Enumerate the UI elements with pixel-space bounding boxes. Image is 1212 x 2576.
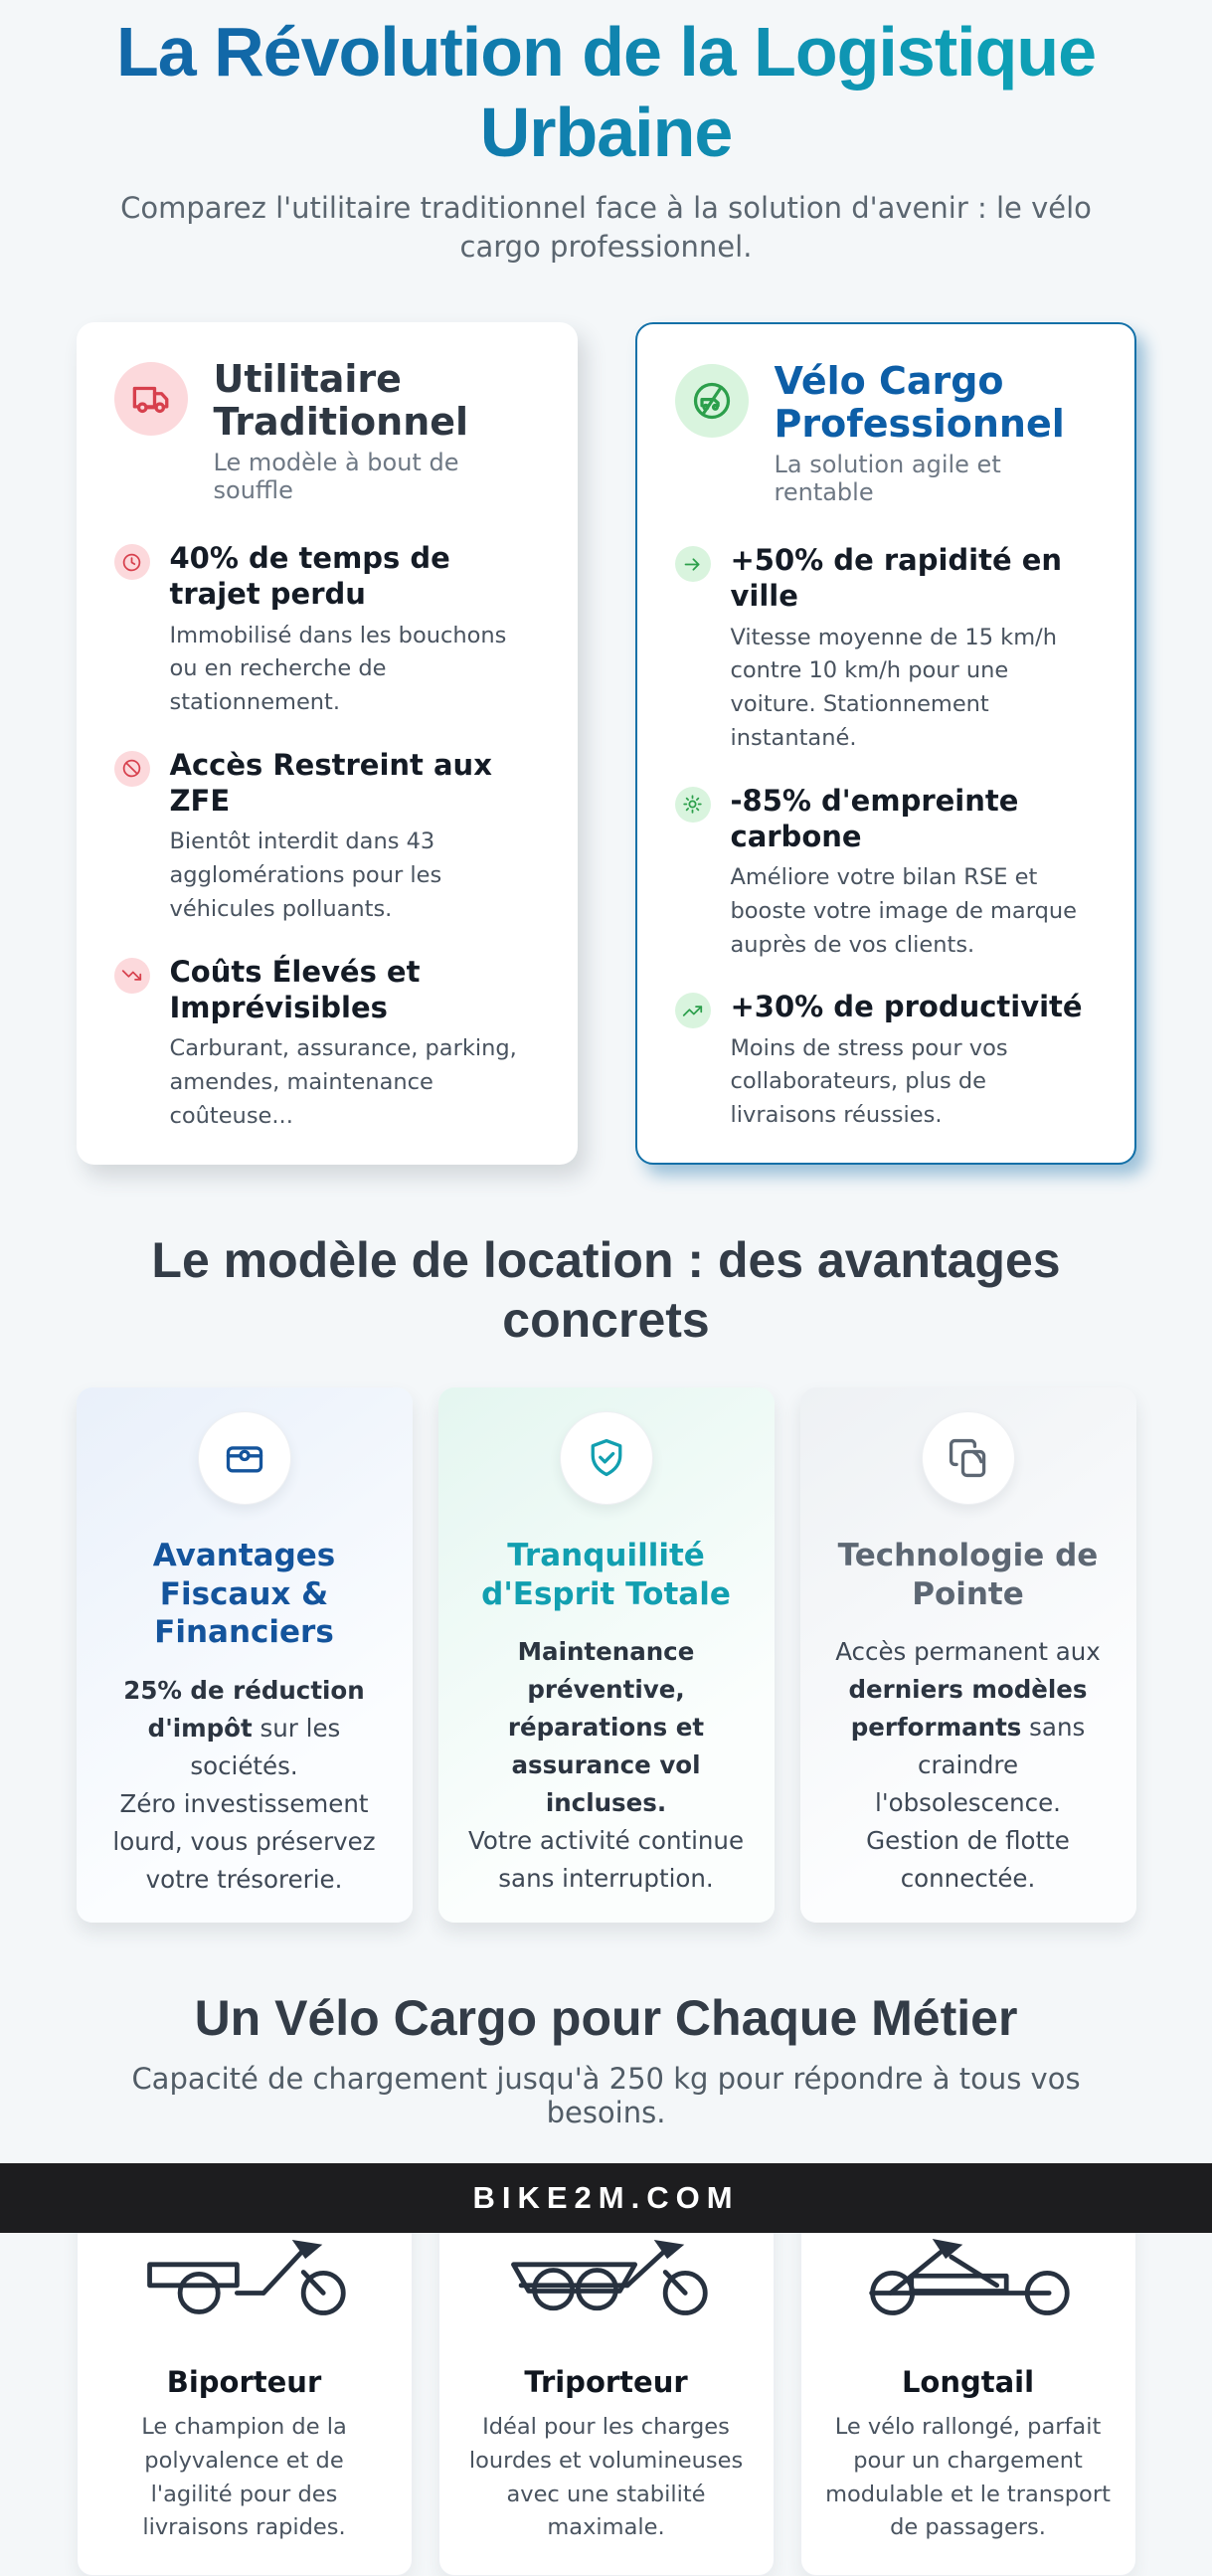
van-icon xyxy=(113,362,188,437)
triporteur-title: Triporteur xyxy=(524,2365,688,2399)
benefit-fiscal-text: 25% de réduction d'impôt sur les société… xyxy=(123,1676,365,1781)
bike-point-3-title: +30% de productivité xyxy=(730,990,1083,1024)
van-point-2: Accès Restreint aux ZFE Bientôt interdit… xyxy=(113,747,540,927)
page-title: La Révolution de la Logistique Urbaine xyxy=(77,12,1136,173)
benefit-tranquillite-text: Maintenance préventive, réparations et a… xyxy=(507,1637,705,1818)
van-point-3: Coûts Élevés et Imprévisibles Carburant,… xyxy=(113,954,540,1134)
metiers-section-subtitle: Capacité de chargement jusqu'à 250 kg po… xyxy=(131,2062,1081,2129)
biporteur-bike-drawing xyxy=(146,2240,346,2315)
copy-pages-icon xyxy=(921,1410,1015,1505)
van-card-header: Utilitaire Traditionnel Le modèle à bout… xyxy=(113,357,540,505)
metiers-section-title: Un Vélo Cargo pour Chaque Métier xyxy=(194,1990,1018,2046)
clock-icon xyxy=(113,544,150,581)
trend-down-icon xyxy=(113,957,150,994)
cargo-bike-card-header: Vélo Cargo Professionnel La solution agi… xyxy=(674,359,1097,507)
van-point-1-title: 40% de temps de trajet perdu xyxy=(169,541,450,612)
van-card-title: Utilitaire Traditionnel xyxy=(213,357,469,444)
benefit-card-tranquillite: Tranquillité d'Esprit Totale Maintenance… xyxy=(437,1386,775,1923)
van-point-1: 40% de temps de trajet perdu Immobilisé … xyxy=(113,540,540,720)
footer-bar: BIKE2M.COM xyxy=(0,2163,1212,2233)
bike-point-3: +30% de productivité Moins de stress pou… xyxy=(674,989,1097,1133)
van-point-2-title: Accès Restreint aux ZFE xyxy=(169,747,492,819)
footer-domain: BIKE2M.COM xyxy=(472,2180,740,2215)
trend-up-icon xyxy=(674,993,711,1029)
longtail-bike-drawing xyxy=(868,2239,1070,2315)
rental-section-title: Le modèle de location : des avantages co… xyxy=(151,1231,1061,1348)
cargo-bike-card: Vélo Cargo Professionnel La solution agi… xyxy=(634,322,1136,1165)
hero-section: La Révolution de la Logistique Urbaine C… xyxy=(77,0,1136,267)
van-point-1-desc: Immobilisé dans les bouchons ou en reche… xyxy=(169,622,507,716)
van-card: Utilitaire Traditionnel Le modèle à bout… xyxy=(76,322,578,1165)
comparison-section: Utilitaire Traditionnel Le modèle à bout… xyxy=(76,322,1136,1165)
van-card-subtitle: Le modèle à bout de souffle xyxy=(213,449,459,505)
bike-point-1-title: +50% de rapidité en ville xyxy=(730,543,1063,614)
cargo-bike-icon xyxy=(674,364,749,439)
benefit-technologie-title: Technologie de Pointe xyxy=(837,1537,1099,1612)
benefit-technologie-text-2: Gestion de flotte connectée. xyxy=(866,1826,1070,1894)
van-point-2-desc: Bientôt interdit dans 43 agglomérations … xyxy=(169,828,442,922)
longtail-card: Longtail Le vélo rallongé, parfait pour … xyxy=(799,2177,1136,2576)
biporteur-card: Biporteur Le champion de la polyvalence … xyxy=(76,2177,413,2576)
bike-point-1: +50% de rapidité en ville Vitesse moyenn… xyxy=(674,542,1097,756)
biporteur-title: Biporteur xyxy=(166,2365,322,2399)
van-point-3-desc: Carburant, assurance, parking, amendes, … xyxy=(169,1035,517,1129)
bike-point-1-desc: Vitesse moyenne de 15 km/h contre 10 km/… xyxy=(730,624,1057,751)
biporteur-desc: Le champion de la polyvalence et de l'ag… xyxy=(141,2414,347,2541)
ban-icon xyxy=(113,750,150,787)
van-point-3-title: Coûts Élevés et Imprévisibles xyxy=(169,954,421,1024)
triporteur-desc: Idéal pour les charges lourdes et volumi… xyxy=(468,2414,744,2541)
longtail-desc: Le vélo rallongé, parfait pour un charge… xyxy=(825,2414,1111,2541)
cargo-bike-card-subtitle: La solution agile et rentable xyxy=(774,451,1001,507)
benefit-fiscal-title: Avantages Fiscaux & Financiers xyxy=(152,1537,336,1651)
arrow-right-icon xyxy=(674,546,711,583)
benefit-tranquillite-text-2: Votre activité continue sans interruptio… xyxy=(467,1826,745,1894)
longtail-title: Longtail xyxy=(901,2365,1035,2399)
shield-check-icon xyxy=(559,1410,653,1505)
sun-icon xyxy=(674,786,711,823)
cargo-bike-card-title: Vélo Cargo Professionnel xyxy=(774,359,1065,446)
benefit-fiscal-text-2: Zéro investissement lourd, vous préserve… xyxy=(112,1789,376,1895)
benefit-card-technologie: Technologie de Pointe Accès permanent au… xyxy=(799,1386,1136,1923)
triporteur-bike-drawing xyxy=(510,2240,708,2315)
bike-types-section: Biporteur Le champion de la polyvalence … xyxy=(76,2177,1136,2576)
benefit-tranquillite-title: Tranquillité d'Esprit Totale xyxy=(481,1537,731,1612)
bike-point-2-title: -85% d'empreinte carbone xyxy=(730,783,1019,853)
benefit-technologie-text: Accès permanent aux derniers modèles per… xyxy=(835,1637,1101,1818)
bike-point-2: -85% d'empreinte carbone Améliore votre … xyxy=(674,783,1097,963)
page-subtitle: Comparez l'utilitaire traditionnel face … xyxy=(120,191,1092,265)
triporteur-card: Triporteur Idéal pour les charges lourde… xyxy=(437,2177,775,2576)
rental-benefits-section: Avantages Fiscaux & Financiers 25% de ré… xyxy=(76,1386,1136,1923)
bike-point-3-desc: Moins de stress pour vos collaborateurs,… xyxy=(730,1034,1008,1129)
benefit-card-fiscal: Avantages Fiscaux & Financiers 25% de ré… xyxy=(76,1386,413,1923)
briefcase-icon xyxy=(197,1410,291,1505)
bike-point-2-desc: Améliore votre bilan RSE et booste votre… xyxy=(730,864,1077,958)
